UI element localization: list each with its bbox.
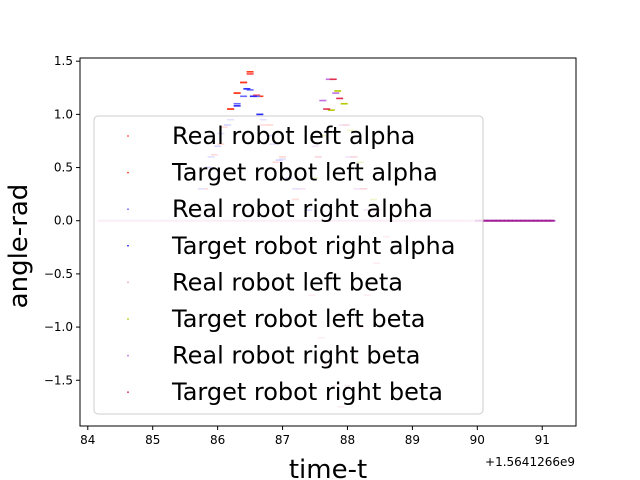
legend-label: Real robot left alpha	[172, 122, 415, 150]
legend-entry: Target robot right beta	[127, 378, 443, 406]
y-tick-label: 1.5	[54, 54, 73, 68]
legend-label: Target robot right alpha	[171, 232, 455, 260]
data-point	[246, 71, 254, 73]
legend-entry: Real robot right beta	[127, 342, 420, 370]
legend-entry: Target robot left alpha	[127, 159, 438, 187]
legend-label: Target robot right beta	[171, 378, 443, 406]
legend-entries: Real robot left alpha Target robot left a…	[127, 122, 455, 406]
data-point	[537, 219, 543, 222]
legend-entry: Real robot left alpha	[127, 122, 415, 150]
data-point	[524, 219, 530, 222]
data-point	[541, 219, 547, 222]
legend-marker	[127, 244, 129, 247]
x-tick-label: 84	[80, 433, 95, 447]
legend-marker	[127, 208, 129, 211]
legend-marker	[127, 354, 129, 357]
data-point	[240, 95, 248, 98]
y-tick-label: −1.5	[44, 373, 73, 387]
data-point	[227, 108, 235, 110]
x-tick-label: 85	[145, 433, 160, 447]
data-point	[243, 88, 251, 90]
legend-entry: Real robot left beta	[127, 268, 403, 296]
y-tick-label: 0.5	[54, 161, 73, 175]
x-axis-title: time-t	[289, 455, 367, 480]
data-point	[512, 219, 518, 222]
data-point	[233, 102, 241, 105]
data-point	[334, 90, 342, 92]
x-axis-offset-label: +1.5641266e9	[485, 455, 575, 469]
data-point	[329, 78, 337, 81]
y-tick-label: 0.0	[54, 214, 73, 228]
data-point	[528, 219, 534, 222]
legend-label: Target robot left beta	[171, 305, 425, 333]
legend: Real robot left alpha Target robot left a…	[93, 115, 484, 415]
data-point	[483, 219, 489, 222]
data-point	[487, 219, 493, 222]
axes-frame	[79, 57, 577, 427]
legend-label: Real robot right alpha	[172, 195, 433, 223]
data-point	[491, 219, 497, 222]
data-point	[520, 219, 526, 222]
data-point	[233, 105, 241, 107]
data-point	[499, 219, 505, 222]
data-point	[340, 102, 348, 105]
data-point	[532, 219, 538, 222]
y-tick-label: −0.5	[44, 267, 73, 281]
x-tick-label: 91	[535, 433, 550, 447]
data-point	[253, 94, 261, 97]
legend-label: Target robot left alpha	[171, 159, 438, 187]
legend-marker	[127, 318, 129, 320]
x-axis-ticks: 84 85 86 87 88 89 90 91	[80, 426, 550, 447]
data-point	[246, 73, 254, 75]
x-tick-label: 88	[340, 433, 355, 447]
data-point	[336, 97, 344, 100]
legend-marker	[127, 171, 129, 174]
data-point	[332, 92, 340, 94]
legend-label: Real robot left beta	[172, 268, 403, 296]
legend-entry: Target robot left beta	[127, 305, 425, 333]
y-axis-title: angle-rad	[4, 184, 34, 309]
legend-entry: Target robot right alpha	[127, 232, 455, 260]
data-point	[545, 219, 551, 222]
data-point	[327, 109, 335, 111]
data-point	[495, 219, 501, 222]
data-point	[319, 99, 327, 102]
y-tick-label: −1.0	[44, 320, 73, 334]
x-tick-label: 89	[405, 433, 420, 447]
legend-marker	[127, 391, 129, 394]
data-point	[240, 81, 248, 84]
data-point	[503, 219, 509, 222]
legend-entry: Real robot right alpha	[127, 195, 433, 223]
x-tick-label: 90	[470, 433, 485, 447]
x-tick-label: 87	[275, 433, 290, 447]
data-point	[549, 219, 555, 222]
data-point	[323, 108, 331, 110]
legend-marker	[127, 281, 129, 284]
legend-label: Real robot right beta	[172, 342, 420, 370]
legend-box	[93, 115, 484, 415]
data-point	[233, 92, 241, 94]
data-point	[325, 78, 333, 81]
y-axis-ticks: −1.5 −1.0 −0.5 0.0 0.5 1.0 1.5	[44, 54, 80, 387]
x-tick-label: 86	[210, 433, 225, 447]
data-point	[256, 113, 264, 116]
data-point	[508, 219, 514, 222]
y-tick-label: 1.0	[54, 107, 73, 121]
data-point	[249, 95, 257, 98]
data-point	[246, 89, 254, 91]
legend-marker	[127, 135, 129, 137]
data-point	[516, 219, 522, 222]
